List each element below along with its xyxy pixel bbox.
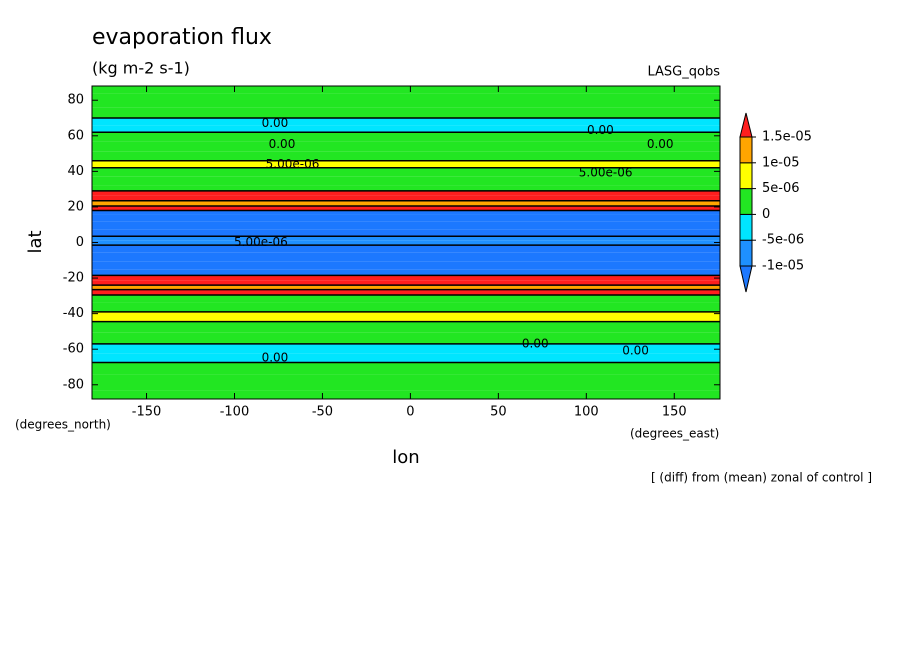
colorbar-box [739,213,753,241]
y-tick-label: 0 [76,235,84,250]
contour-band [92,118,720,126]
colorbar-label: -1e-05 [762,259,804,274]
x-tick-label: -50 [312,405,333,420]
contour-band [92,200,720,207]
colorbar-label: 1.5e-05 [762,130,812,145]
contour-band [92,362,720,375]
chart-title: evaporation flux [92,25,272,50]
contour-band [92,285,720,290]
contour-band [92,302,720,312]
chart-subtitle: (kg m-2 s-1) [92,59,190,78]
contour-band [92,185,720,191]
contour-band [92,141,720,152]
contour-label: 0.00 [587,123,614,137]
contour-band [92,343,720,354]
y-tick-label: 20 [67,199,84,214]
dataset-label: LASG_qobs [648,65,721,80]
contour-band [92,93,720,108]
contour-label: 0.00 [262,351,289,365]
y-tick-label: 80 [67,93,84,108]
colorbar-label: -5e-06 [762,233,804,248]
x-tick-label: 150 [662,405,687,420]
contour-band [92,86,720,94]
x-units: (degrees_east) [630,427,719,441]
y-tick-label: 60 [67,128,84,143]
colorbar-arrow [739,112,753,138]
colorbar-box [739,239,753,267]
contour-band [92,261,720,270]
y-tick-label: -20 [63,271,84,286]
colorbar-label: 0 [762,207,770,222]
x-tick-label: 0 [406,405,414,420]
contour-band [92,107,720,119]
contour-band [92,374,720,391]
colorbar-arrow [739,265,753,293]
contour-label: 5.00e-06 [234,235,288,249]
contour-band [92,275,720,281]
contour-band [92,190,720,196]
contour-band [92,176,720,186]
contour-band [92,221,720,230]
contour-band [92,311,720,322]
contour-band [92,289,720,295]
contour-band [92,240,720,246]
contour-label: 0.00 [269,137,296,151]
contour-label: 0.00 [262,116,289,130]
contour-label: 5.00e-06 [579,166,633,180]
contour-band [92,206,720,211]
contour-band [92,332,720,344]
colorbar-box [739,162,753,190]
footnote: [ (diff) from (mean) zonal of control ] [651,471,872,485]
contour-band [92,214,720,222]
y-tick-label: -80 [63,377,84,392]
contour-label: 0.00 [622,343,649,357]
colorbar-box [739,188,753,215]
contour-band [92,252,720,262]
contour-label: 0.00 [522,336,549,350]
colorbar-label: 1e-05 [762,155,800,170]
x-tick-label: -100 [220,405,250,420]
contour-band [92,195,720,201]
y-tick-label: 40 [67,164,84,179]
colorbar-label: 5e-06 [762,181,800,196]
contour-band [92,210,720,215]
contour-band [92,229,720,237]
y-tick-label: -60 [63,342,84,357]
contour-band [92,236,720,241]
x-tick-label: 100 [574,405,599,420]
contour-band [92,167,720,177]
x-axis-label: lon [392,447,419,468]
x-tick-label: 50 [490,405,507,420]
contour-band [92,132,720,142]
x-tick-label: -150 [132,405,162,420]
contour-band [92,125,720,133]
contour-band [92,390,720,399]
colorbar-box [739,136,753,164]
contour-band [92,353,720,363]
y-units: (degrees_north) [15,418,111,432]
contour-band [92,280,720,286]
contour-band [92,269,720,276]
contour-band [92,151,720,161]
y-tick-label: -40 [63,306,84,321]
contour-label: 0.00 [647,137,674,151]
contour-band [92,160,720,168]
contour-band [92,294,720,303]
contour-band [92,321,720,333]
contour-band [92,245,720,253]
y-axis-label: lat [25,230,46,253]
contour-label: 5.00e-06 [266,157,320,171]
